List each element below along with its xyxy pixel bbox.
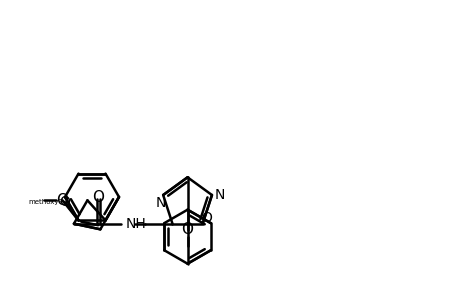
Text: O: O bbox=[181, 222, 193, 237]
Text: N: N bbox=[156, 196, 166, 210]
Text: N: N bbox=[214, 188, 224, 202]
Text: NH: NH bbox=[125, 217, 146, 231]
Text: methoxy?: methoxy? bbox=[28, 199, 63, 205]
Text: O: O bbox=[92, 190, 104, 205]
Text: O: O bbox=[59, 195, 70, 209]
Text: O: O bbox=[201, 211, 212, 225]
Text: O: O bbox=[56, 193, 68, 208]
